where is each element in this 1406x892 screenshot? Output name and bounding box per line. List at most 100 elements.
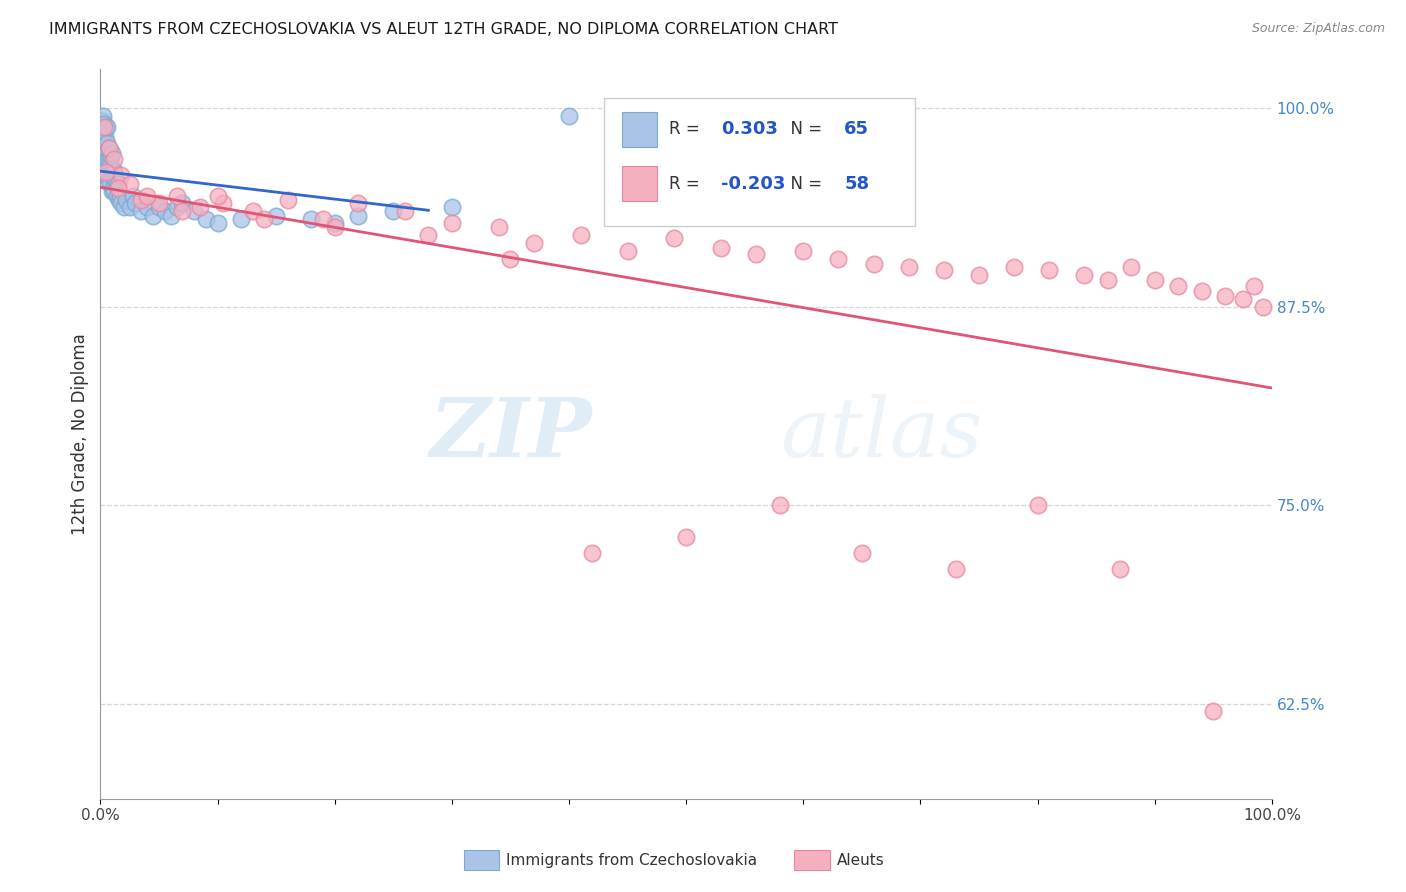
Point xyxy=(101,145,124,160)
Point xyxy=(94,141,117,155)
Text: Aleuts: Aleuts xyxy=(837,854,884,868)
Point xyxy=(124,196,146,211)
Point xyxy=(1002,260,1025,274)
Text: 0.303: 0.303 xyxy=(721,120,778,138)
Point xyxy=(97,152,120,166)
Point xyxy=(1191,284,1213,298)
Point xyxy=(91,149,114,163)
Point xyxy=(675,530,697,544)
Point xyxy=(347,209,370,223)
Point xyxy=(91,109,114,123)
Point xyxy=(323,215,346,229)
Point xyxy=(499,252,522,266)
Point xyxy=(148,200,170,214)
Point xyxy=(616,244,638,258)
Point xyxy=(91,114,114,128)
Point xyxy=(93,125,115,139)
Point xyxy=(107,180,129,194)
Point xyxy=(96,136,118,150)
Point xyxy=(122,188,145,202)
Point xyxy=(183,204,205,219)
Point xyxy=(207,188,229,202)
Point xyxy=(90,125,112,139)
Point xyxy=(131,194,153,208)
Point xyxy=(96,120,118,135)
FancyBboxPatch shape xyxy=(621,112,657,146)
Point xyxy=(108,194,131,208)
Point xyxy=(1243,279,1265,293)
Point xyxy=(107,178,129,192)
Point xyxy=(90,117,112,131)
Point xyxy=(110,188,132,202)
Point xyxy=(945,561,967,575)
Point xyxy=(93,141,115,155)
Point xyxy=(96,152,118,166)
Point xyxy=(103,184,125,198)
Point xyxy=(97,141,120,155)
Text: Source: ZipAtlas.com: Source: ZipAtlas.com xyxy=(1251,22,1385,36)
Point xyxy=(166,200,188,214)
Point xyxy=(153,204,176,219)
Point xyxy=(212,196,235,211)
Point xyxy=(1251,300,1274,314)
Point xyxy=(242,204,264,219)
Point xyxy=(97,172,120,186)
Point xyxy=(710,241,733,255)
Point xyxy=(1213,288,1236,302)
Text: R =: R = xyxy=(668,175,704,193)
Point xyxy=(172,204,194,219)
Point xyxy=(101,164,124,178)
Text: atlas: atlas xyxy=(780,393,983,474)
Point xyxy=(523,236,546,251)
Point xyxy=(569,228,592,243)
Point xyxy=(142,209,165,223)
Point xyxy=(188,200,211,214)
Point xyxy=(1073,268,1095,282)
Point xyxy=(347,196,370,211)
Point xyxy=(172,196,194,211)
Point xyxy=(1143,273,1166,287)
Point xyxy=(131,204,153,219)
Point xyxy=(93,117,115,131)
Point xyxy=(264,209,287,223)
Point xyxy=(862,257,884,271)
Point xyxy=(100,149,122,163)
Point xyxy=(98,178,121,192)
Point xyxy=(118,178,141,192)
Point xyxy=(96,168,118,182)
Point xyxy=(229,212,252,227)
Point xyxy=(488,220,510,235)
Point xyxy=(1232,292,1254,306)
Point xyxy=(967,268,990,282)
Point xyxy=(1202,705,1225,719)
Point xyxy=(323,220,346,235)
Text: R =: R = xyxy=(668,120,704,138)
Point xyxy=(148,196,170,211)
Point xyxy=(136,188,159,202)
Point xyxy=(394,204,416,219)
Point xyxy=(103,161,125,176)
Point xyxy=(440,200,463,214)
Point xyxy=(581,546,603,560)
Point xyxy=(91,133,114,147)
Point xyxy=(418,228,440,243)
Point xyxy=(166,188,188,202)
Point xyxy=(110,196,132,211)
Point xyxy=(1108,561,1130,575)
Text: N =: N = xyxy=(780,175,827,193)
Point xyxy=(851,546,873,560)
Point xyxy=(103,164,125,178)
Point xyxy=(207,215,229,229)
Point xyxy=(96,164,118,178)
Point xyxy=(96,120,118,135)
Point xyxy=(312,212,335,227)
Point xyxy=(103,180,125,194)
Point xyxy=(1097,273,1119,287)
Point xyxy=(897,260,920,274)
Point xyxy=(1038,263,1060,277)
Point xyxy=(100,168,122,182)
Text: IMMIGRANTS FROM CZECHOSLOVAKIA VS ALEUT 12TH GRADE, NO DIPLOMA CORRELATION CHART: IMMIGRANTS FROM CZECHOSLOVAKIA VS ALEUT … xyxy=(49,22,838,37)
Point xyxy=(159,209,181,223)
Text: 65: 65 xyxy=(844,120,869,138)
Point xyxy=(94,157,117,171)
